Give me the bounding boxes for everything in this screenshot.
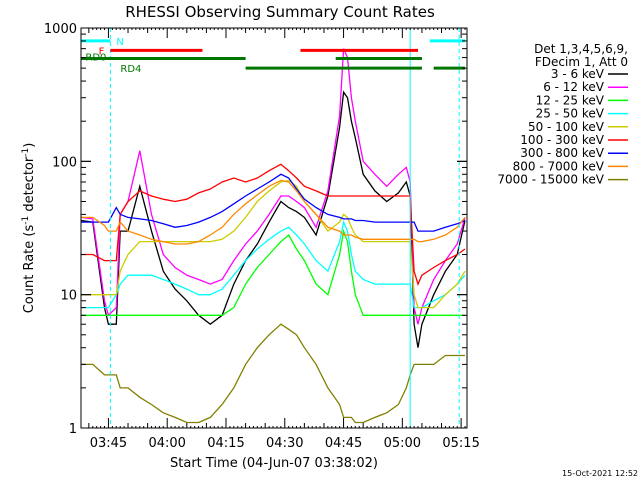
render-timestamp: 15-Oct-2021 12:52 xyxy=(562,469,638,478)
x-tick-label-2: 04:00 xyxy=(148,436,185,451)
x-tick-label-3: 04:15 xyxy=(207,436,244,451)
x-tick-label-1: 03:45 xyxy=(90,436,127,451)
y-axis-label-part1: Count Rate (s xyxy=(22,225,37,314)
y-tick-label-3: 10 xyxy=(60,289,77,304)
y-axis-label: Count Rate (s-1 detector-1) xyxy=(21,143,37,314)
status-label-rd0: RD0 xyxy=(85,53,106,64)
vertical-markers-group xyxy=(109,28,460,428)
legend-label-5: 50 - 100 keV xyxy=(528,120,605,134)
x-axis-ticks: 03:45 04:00 04:15 04:30 04:45 05:00 05:15 xyxy=(88,28,480,451)
status-label-rd4: RD4 xyxy=(120,64,141,75)
x-tick-label-4: 04:30 xyxy=(266,436,303,451)
legend-label-3: 12 - 25 keV xyxy=(536,93,605,107)
legend-label-1: 3 - 6 keV xyxy=(551,67,605,81)
x-tick-label-5: 04:45 xyxy=(325,436,362,451)
x-tick-label-7: 05:15 xyxy=(442,436,479,451)
legend-label-4: 25 - 50 keV xyxy=(536,107,605,121)
legend-header-1: Det 1,3,4,5,6,9, xyxy=(534,42,628,56)
x-tick-label-6: 05:00 xyxy=(384,436,421,451)
y-axis-label-part3: ) xyxy=(22,143,37,148)
y-axis-label-part2: detector xyxy=(22,156,37,216)
y-tick-label-2: 100 xyxy=(52,155,77,170)
plot-frame xyxy=(80,27,468,429)
y-axis-label-sup1: -1 xyxy=(21,216,31,225)
status-label-n: N xyxy=(116,37,123,48)
legend-label-6: 100 - 300 keV xyxy=(520,133,604,147)
y-tick-label-4: 1 xyxy=(69,422,77,437)
legend-label-7: 300 - 800 keV xyxy=(520,146,604,160)
status-label-f: F xyxy=(99,46,105,57)
legend-header-2: FDecim 1, Att 0 xyxy=(535,55,628,69)
legend-label-9: 7000 - 15000 keV xyxy=(497,173,604,187)
chart-title: RHESSI Observing Summary Count Rates xyxy=(125,3,435,21)
y-axis-ticks: 1000 100 10 1 xyxy=(44,22,467,437)
legend-label-8: 800 - 7000 keV xyxy=(513,159,605,173)
legend-label-2: 6 - 12 keV xyxy=(543,80,605,94)
y-axis-label-sup2: -1 xyxy=(21,148,31,157)
y-tick-label-1: 1000 xyxy=(44,22,77,37)
x-axis-label: Start Time (04-Jun-07 03:38:02) xyxy=(170,456,378,471)
